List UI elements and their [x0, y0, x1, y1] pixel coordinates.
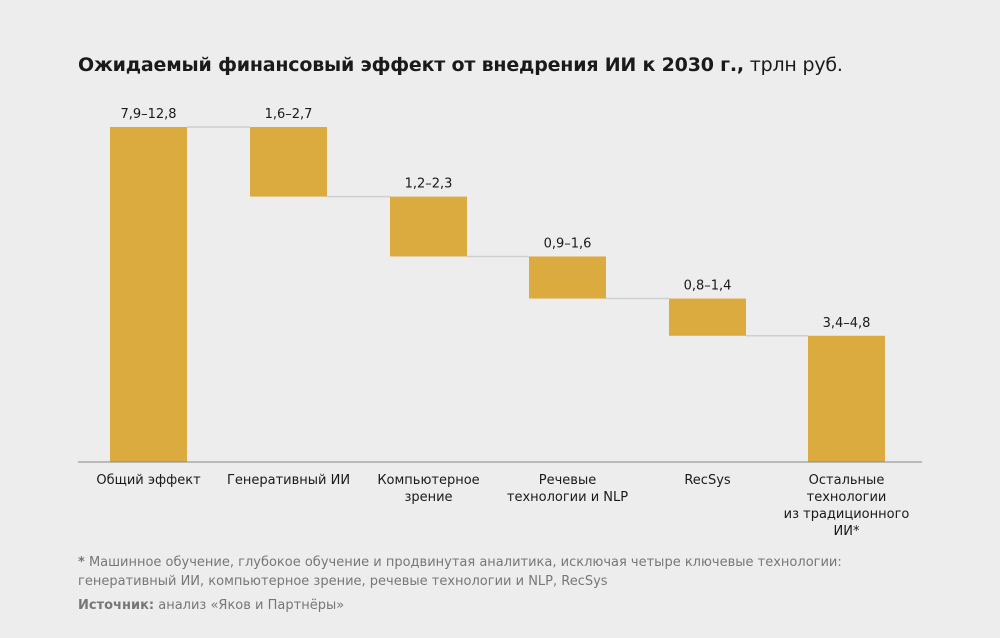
bar [808, 335, 885, 462]
bar [529, 256, 606, 299]
category-label: Общий эффект [79, 472, 219, 489]
data-label: 3,4–4,8 [823, 316, 871, 331]
chart-title: Ожидаемый финансовый эффект от внедрения… [78, 54, 843, 76]
category-label: Компьютерное зрение [359, 472, 499, 506]
category-label-line: Общий эффект [96, 473, 201, 488]
category-label-line: Генеративный ИИ [226, 473, 351, 488]
category-label-line: технологии и NLP [506, 490, 629, 505]
bar [390, 196, 467, 257]
category-label-line: Остальные [808, 473, 885, 488]
data-label: 1,6–2,7 [265, 107, 313, 122]
source-note: Источник: анализ «Яков и Партнёры» [78, 598, 345, 613]
category-label-line: RecSys [684, 473, 731, 488]
footnote: * Машинное обучение, глубокое обучение и… [78, 555, 842, 589]
category-label-line: зрение [404, 490, 453, 505]
bar [250, 127, 327, 197]
data-label: 0,8–1,4 [684, 279, 732, 294]
data-label: 0,9–1,6 [544, 236, 592, 251]
bar [110, 127, 187, 462]
data-label: 7,9–12,8 [120, 107, 176, 122]
category-label: RecSys [638, 472, 778, 489]
category-label: Генеративный ИИ [219, 472, 359, 489]
data-label: 1,2–2,3 [405, 177, 453, 192]
category-label-line: из традиционного [783, 507, 910, 522]
category-label-line: ИИ* [833, 524, 860, 539]
category-label: Речевые технологии и NLP [498, 472, 638, 506]
category-label: Остальные технологии из традиционного ИИ* [777, 472, 917, 540]
category-label-line: Компьютерное [377, 473, 480, 488]
bar [669, 298, 746, 336]
category-label-line: Речевые [538, 473, 597, 488]
category-label-line: технологии [806, 490, 887, 505]
